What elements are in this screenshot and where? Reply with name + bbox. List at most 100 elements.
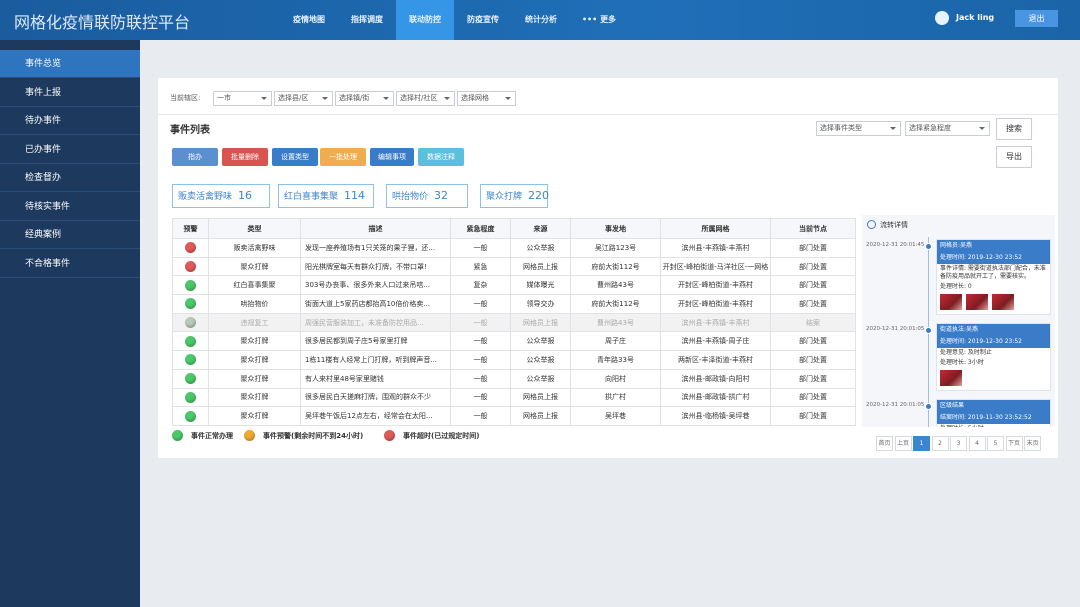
- page-button[interactable]: 上页: [894, 436, 912, 451]
- table-cell: 部门处置: [770, 256, 856, 277]
- alert-cell: [172, 406, 209, 426]
- flow-panel: 流转详情 2020-12-31 20:01:45 网格员:吴燕 处理时间: 2019…: [862, 215, 1055, 427]
- photo[interactable]: [940, 370, 962, 386]
- user-avatar[interactable]: [935, 11, 949, 25]
- page-button[interactable]: 5: [987, 436, 1004, 451]
- photo[interactable]: [966, 294, 988, 310]
- page-button[interactable]: 2: [931, 436, 949, 451]
- level-select[interactable]: 选择紧急程度: [905, 121, 990, 136]
- table-cell: 府前大街112号: [570, 294, 661, 314]
- status-dot: [185, 391, 196, 403]
- table-row[interactable]: 聚众打牌 很多居民都到周子庄5号家里打牌 一般 公众举报 周子庄 滨州县-丰燕镇-周子庄部…: [172, 331, 856, 352]
- action-button[interactable]: 设置类型: [272, 148, 318, 166]
- flow-card-line: 处理时长: 0: [940, 283, 972, 290]
- action-button[interactable]: 指办: [172, 148, 218, 166]
- table-row[interactable]: 贩卖活禽野味 发现一座养殖场有1只关笼的果子狸，还... 一般 公众举报 吴江路123号…: [172, 238, 856, 258]
- region-select[interactable]: 选择村/社区: [396, 91, 455, 106]
- status-dot: [185, 354, 196, 366]
- table-row[interactable]: 违规复工 周强民营服装加工，未准备防控用品... 一般 网格员上报 曹州路43号 滨州县-…: [172, 312, 856, 333]
- logout-button[interactable]: 退出: [1015, 10, 1058, 27]
- alert-cell: [172, 256, 209, 277]
- stat-card[interactable]: 哄抬物价 32: [386, 184, 468, 208]
- table-row[interactable]: 聚众打牌 有人来村里48号家里赌钱 一般 公众举报 向阳村 滨州县-邮政镇-向阳村 部门处置: [172, 368, 856, 389]
- region-select[interactable]: 选择镇/街: [335, 91, 394, 106]
- nav-item[interactable]: 防疫宣传: [467, 15, 499, 24]
- photo[interactable]: [992, 294, 1014, 310]
- stat-card[interactable]: 红白喜事集聚 114: [278, 184, 374, 208]
- action-button[interactable]: 一批处理: [320, 148, 366, 166]
- flow-card: 街道执法:吴燕 处理时间: 2019-12-30 23:52 处理意见: 及时制止处…: [936, 323, 1051, 391]
- action-button[interactable]: 批量删除: [222, 148, 268, 166]
- photo[interactable]: [940, 294, 962, 310]
- legend-label: 事件超时(已过规定时间): [403, 431, 480, 440]
- nav-item[interactable]: 疫情地图: [293, 15, 325, 24]
- sidebar-item[interactable]: 事件上报: [0, 79, 140, 107]
- alert-cell: [172, 350, 209, 370]
- table-cell: 303号办丧事、很多外来人口过来吊唁...: [300, 275, 451, 296]
- timeline-dot: [925, 327, 932, 334]
- alert-cell: [172, 275, 209, 296]
- table-cell: 网格员上报: [510, 387, 571, 408]
- export-button[interactable]: 导出: [996, 146, 1032, 168]
- action-button[interactable]: 数据注释: [418, 148, 464, 166]
- table-row[interactable]: 红白喜事集聚 303号办丧事、很多外来人口过来吊唁... 复杂 媒体曝光 曹州路43号开…: [172, 275, 856, 296]
- sidebar-item[interactable]: 事件总览: [0, 50, 140, 78]
- nav-item[interactable]: 指挥调度: [351, 15, 383, 24]
- table-cell: 聚众打牌: [208, 368, 301, 389]
- sidebar-item[interactable]: 不合格事件: [0, 250, 140, 278]
- table-cell: 部门处置: [770, 387, 856, 408]
- table-cell: 周强民营服装加工，未准备防控用品...: [300, 312, 451, 333]
- timeline-dot: [925, 403, 932, 410]
- table-row[interactable]: 哄抬物价 街面大道上5家药店都抬高10倍价格卖... 一般 领导交办 府前大街112号开…: [172, 294, 856, 314]
- table-row[interactable]: 聚众打牌 很多居民白天搓麻打牌，围观的群众不少 一般 网格员上报 拱广村 滨州县-邮政镇-…: [172, 387, 856, 408]
- sidebar-item[interactable]: 经典案例: [0, 221, 140, 249]
- stat-card[interactable]: 聚众打牌 220: [480, 184, 549, 208]
- status-dot: [185, 335, 196, 347]
- table-cell: 滨州县-邮政镇-向阳村: [660, 368, 771, 389]
- column-header: 所属网格: [660, 218, 771, 239]
- table-cell: 一般: [450, 331, 511, 352]
- page-button[interactable]: 3: [950, 436, 967, 451]
- nav-item[interactable]: 统计分析: [525, 15, 557, 24]
- timeline-dot: [925, 243, 932, 250]
- table-cell: 一般: [450, 238, 511, 258]
- page-button[interactable]: 末页: [1024, 436, 1041, 451]
- alert-cell: [172, 294, 209, 314]
- page-button[interactable]: 1: [913, 436, 930, 451]
- table-cell: 一般: [450, 312, 511, 333]
- region-select[interactable]: 一市: [213, 91, 272, 106]
- table-cell: 吴坪巷: [570, 406, 661, 426]
- column-header: 描述: [300, 218, 451, 239]
- table-cell: 部门处置: [770, 331, 856, 352]
- region-select[interactable]: 选择网格: [457, 91, 516, 106]
- table-cell: 公众举报: [510, 238, 571, 258]
- table-cell: 部门处置: [770, 350, 856, 370]
- action-button[interactable]: 编辑事项: [370, 148, 414, 166]
- stat-card[interactable]: 贩卖活禽野味 16: [172, 184, 270, 208]
- table-cell: 领导交办: [510, 294, 571, 314]
- nav-item[interactable]: 联动防控: [396, 0, 454, 40]
- app-title: 网格化疫情联防联控平台: [14, 13, 191, 32]
- page-button[interactable]: 下页: [1005, 436, 1023, 451]
- nav-item[interactable]: ••• 更多: [581, 15, 617, 24]
- sidebar-item[interactable]: 待核实事件: [0, 193, 140, 221]
- sidebar-item[interactable]: 检查督办: [0, 164, 140, 192]
- page-button[interactable]: 首页: [876, 436, 893, 451]
- column-header: 来源: [510, 218, 571, 239]
- search-button[interactable]: 搜索: [996, 118, 1032, 140]
- stat-count: 114: [344, 189, 366, 202]
- region-select[interactable]: 选择县/区: [274, 91, 333, 106]
- sidebar-item[interactable]: 已办事件: [0, 136, 140, 164]
- table-row[interactable]: 聚众打牌 阳光棋牌室每天有群众打牌，不带口罩! 紧急 网格员上报 府前大街112号 开封区…: [172, 256, 856, 277]
- user-name[interactable]: Jack ling: [956, 13, 995, 22]
- table-row[interactable]: 聚众打牌 1栋11楼有人经常上门打牌，听到牌声音... 一般 公众举报 青年路33号 两新…: [172, 350, 856, 370]
- sidebar-item[interactable]: 待办事件: [0, 107, 140, 135]
- flow-card-line: 处理时长: 5小时: [937, 424, 1050, 427]
- type-select[interactable]: 选择事件类型: [816, 121, 901, 136]
- table-cell: 一般: [450, 406, 511, 426]
- table-cell: 聚众打牌: [208, 331, 301, 352]
- table-row[interactable]: 聚众打牌 吴坪巷午饭后12点左右，经常会在太阳... 一般 网格员上报 吴坪巷 滨州县-临…: [172, 406, 856, 426]
- table-cell: 复杂: [450, 275, 511, 296]
- page-button[interactable]: 4: [968, 436, 986, 451]
- table-cell: 1栋11楼有人经常上门打牌，听到牌声音...: [300, 350, 451, 370]
